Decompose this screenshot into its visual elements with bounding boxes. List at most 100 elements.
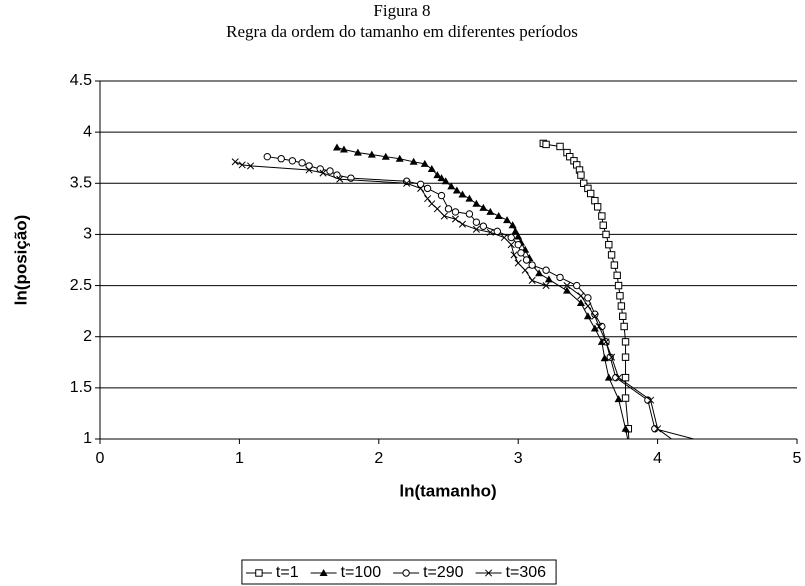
marker — [381, 152, 390, 160]
x-tick-label: 0 — [96, 450, 105, 467]
marker — [580, 179, 588, 187]
marker — [590, 324, 599, 332]
marker — [675, 441, 681, 447]
marker — [528, 261, 536, 269]
marker — [566, 152, 574, 161]
marker — [423, 184, 432, 193]
marker — [485, 569, 493, 577]
marker — [238, 161, 246, 169]
y-tick-label: 4 — [83, 123, 92, 140]
marker — [472, 199, 481, 207]
x-tick-label: 4 — [653, 450, 662, 467]
marker — [416, 180, 425, 189]
marker — [231, 158, 239, 166]
marker — [654, 425, 662, 433]
marker — [607, 251, 616, 259]
series-line — [336, 147, 629, 439]
marker — [647, 396, 655, 404]
marker — [621, 353, 630, 361]
marker — [452, 186, 461, 194]
marker — [511, 227, 520, 235]
marker — [591, 196, 599, 205]
marker — [613, 271, 621, 280]
legend-box — [241, 559, 557, 585]
marker — [403, 179, 411, 187]
marker — [556, 142, 564, 151]
marker — [428, 200, 436, 208]
series — [332, 143, 634, 452]
marker — [494, 212, 503, 220]
marker — [615, 374, 623, 382]
marker — [246, 162, 255, 170]
marker — [620, 322, 628, 331]
marker — [465, 194, 474, 202]
marker — [562, 286, 571, 294]
marker — [556, 273, 564, 282]
marker — [479, 222, 488, 230]
marker — [528, 276, 536, 285]
marker — [451, 208, 460, 216]
marker — [444, 205, 453, 213]
legend: t=1 t=100 t=290 t=306 — [241, 559, 557, 585]
marker — [542, 266, 550, 274]
legend-item: t=290 — [393, 564, 464, 581]
marker — [472, 218, 481, 226]
marker — [521, 266, 529, 274]
marker — [610, 261, 619, 269]
marker — [447, 182, 456, 190]
marker — [437, 191, 446, 200]
series — [231, 158, 681, 447]
marker — [586, 189, 595, 198]
marker — [584, 302, 592, 310]
marker — [544, 275, 553, 283]
marker — [608, 353, 616, 361]
marker — [542, 282, 550, 290]
marker — [339, 145, 348, 153]
marker — [598, 212, 606, 220]
marker — [440, 212, 448, 220]
marker — [305, 162, 313, 170]
legend-item: t=100 — [310, 564, 381, 581]
marker — [563, 282, 571, 290]
marker — [626, 445, 634, 452]
marker — [316, 165, 324, 173]
marker — [621, 373, 630, 382]
marker — [616, 292, 624, 300]
legend-label: t=306 — [506, 564, 547, 581]
marker — [602, 338, 610, 346]
marker — [621, 338, 630, 346]
x-tick-label: 2 — [374, 450, 383, 467]
marker — [507, 233, 515, 242]
marker — [600, 354, 609, 362]
y-tick-label: 1.5 — [70, 379, 92, 396]
marker — [409, 157, 418, 165]
marker — [584, 294, 592, 302]
marker — [577, 171, 585, 179]
marker — [420, 159, 429, 167]
marker — [627, 456, 633, 462]
marker — [458, 190, 467, 198]
marker — [441, 177, 450, 185]
marker — [605, 240, 613, 249]
marker — [417, 184, 425, 192]
marker — [595, 322, 603, 331]
y-tick-label: 3 — [83, 226, 92, 243]
marker — [500, 233, 508, 242]
y-axis-title: ln(posição) — [11, 215, 30, 306]
marker — [710, 441, 716, 447]
marker — [517, 249, 525, 257]
marker — [479, 203, 488, 211]
marker — [288, 157, 297, 165]
marker — [602, 230, 610, 239]
marker — [614, 395, 623, 403]
marker — [542, 140, 550, 149]
marker — [522, 256, 531, 264]
marker — [514, 232, 523, 240]
marker — [402, 569, 410, 577]
x-tick-label: 3 — [514, 450, 523, 467]
x-tick-label: 5 — [793, 450, 802, 467]
marker — [298, 159, 306, 167]
marker — [507, 241, 515, 249]
marker — [503, 216, 512, 224]
marker — [604, 373, 613, 381]
